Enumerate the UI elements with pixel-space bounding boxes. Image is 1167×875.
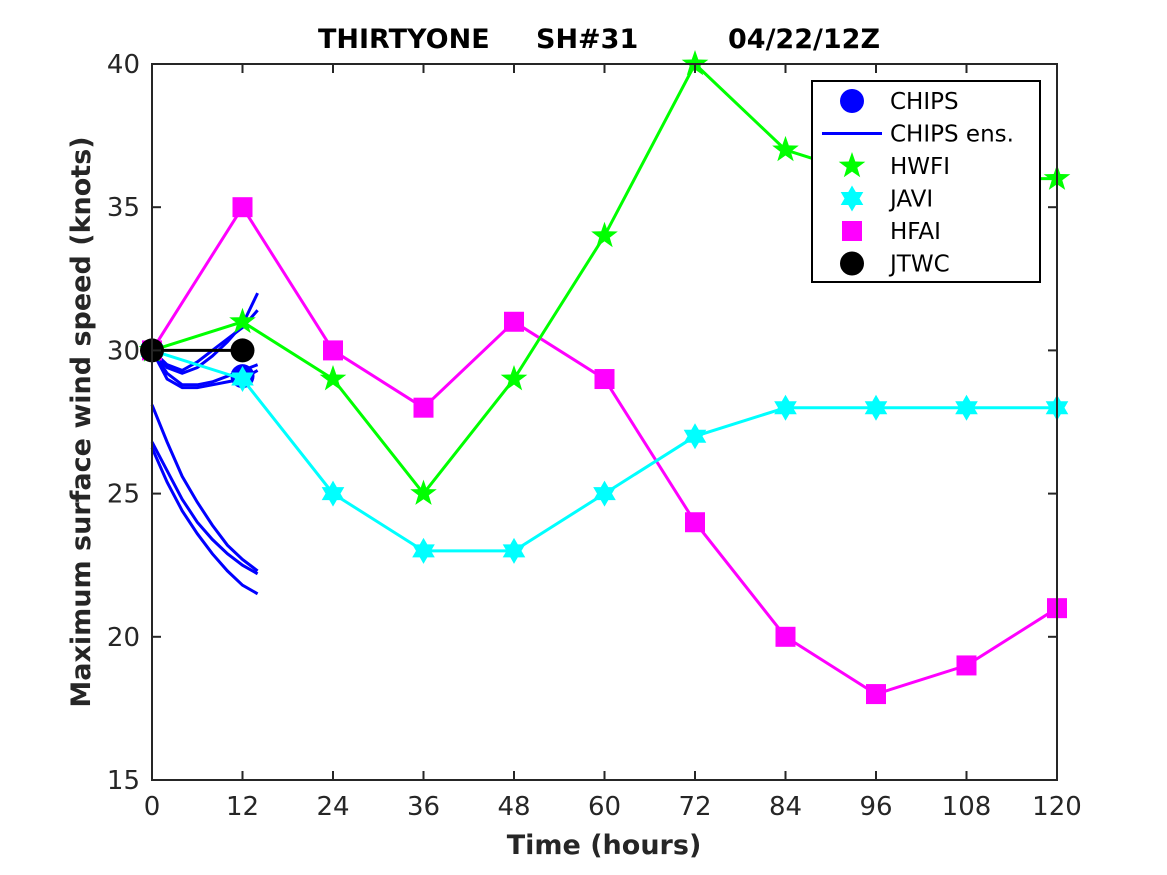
legend-box	[811, 80, 1041, 283]
hfai-point-2	[323, 340, 343, 361]
x-tick-label-48: 48	[497, 792, 530, 822]
hwfi-point-6	[681, 50, 709, 76]
y-tick-label-35: 35	[107, 193, 140, 223]
chips-ens-member-6	[150, 441, 259, 576]
hfai-point-1	[232, 197, 253, 218]
legend: CHIPS CHIPS ens. HWFI JAVI HFAI JTWC	[811, 80, 1041, 283]
hwfi-point-5	[591, 221, 618, 248]
x-tick-label-36: 36	[407, 792, 440, 822]
javi-point-2	[321, 480, 345, 507]
ticks-layer: 0 12 24 36 48 60 72 84 96 108 120 15 20 25 30 35 40	[107, 50, 1082, 822]
y-tick-label-20: 20	[107, 623, 140, 653]
x-tick-label-60: 60	[588, 792, 621, 822]
legend-label-hfai: HFAI	[890, 219, 941, 245]
hwfi-point-3	[410, 479, 437, 505]
javi-point-1	[231, 366, 254, 392]
legend-label-javi: JAVI	[888, 187, 933, 213]
x-tick-label-72: 72	[678, 792, 711, 822]
chips-ens-member-7	[150, 447, 259, 596]
x-tick-label-12: 12	[226, 792, 259, 822]
javi-point-7	[774, 394, 797, 421]
hwfi-point-2	[319, 365, 347, 391]
hfai-point-9	[956, 655, 977, 676]
javi-point-9	[955, 394, 978, 421]
chart-title-storm: THIRTYONE	[318, 24, 490, 55]
javi-point-6	[683, 423, 707, 450]
chips-ens-member-2	[150, 309, 259, 373]
x-tick-label-120: 120	[1032, 792, 1082, 822]
hfai-point-4	[504, 311, 524, 332]
legend-swatch-jtwc	[840, 251, 864, 276]
chart-title-id: SH#31	[536, 24, 638, 55]
x-tick-label-24: 24	[316, 792, 349, 822]
y-tick-label-25: 25	[107, 480, 140, 510]
chart-title-date: 04/22/12Z	[728, 24, 880, 55]
hfai-point-8	[866, 684, 886, 705]
x-tick-label-96: 96	[859, 792, 892, 822]
javi-point-3	[412, 537, 435, 564]
hwfi-point-4	[500, 365, 528, 391]
hfai-point-7	[775, 626, 796, 647]
hfai-point-5	[594, 369, 615, 390]
hwfi-point-7	[772, 135, 799, 162]
x-tick-label-84: 84	[769, 792, 802, 822]
javi-point-5	[593, 480, 616, 507]
chips-ens-member-5	[150, 404, 259, 573]
legend-swatch-chips	[840, 89, 864, 113]
legend-label-chips: CHIPS	[890, 89, 959, 115]
data-layer	[138, 50, 1071, 705]
legend-swatch-hfai	[842, 221, 862, 241]
javi-point-4	[502, 537, 526, 564]
legend-swatch-hwfi	[838, 152, 866, 178]
x-tick-label-0: 0	[144, 792, 161, 822]
y-axis-label: Maximum surface wind speed (knots)	[66, 136, 97, 707]
legend-label-hwfi: HWFI	[890, 154, 950, 180]
hfai-point-3	[413, 397, 434, 418]
y-tick-label-30: 30	[107, 336, 140, 366]
legend-label-jtwc: JTWC	[888, 252, 950, 278]
x-tick-label-108: 108	[942, 792, 992, 822]
legend-label-chips-ens: CHIPS ens.	[890, 122, 1014, 148]
hwfi-point-1	[229, 307, 256, 334]
jtwc-point-1	[230, 338, 255, 363]
javi-point-8	[864, 394, 888, 421]
x-axis-label: Time (hours)	[507, 830, 702, 861]
y-tick-label-40: 40	[107, 50, 140, 80]
hfai-point-6	[685, 512, 705, 533]
legend-swatch-javi	[840, 185, 864, 212]
y-tick-label-15: 15	[107, 766, 140, 796]
